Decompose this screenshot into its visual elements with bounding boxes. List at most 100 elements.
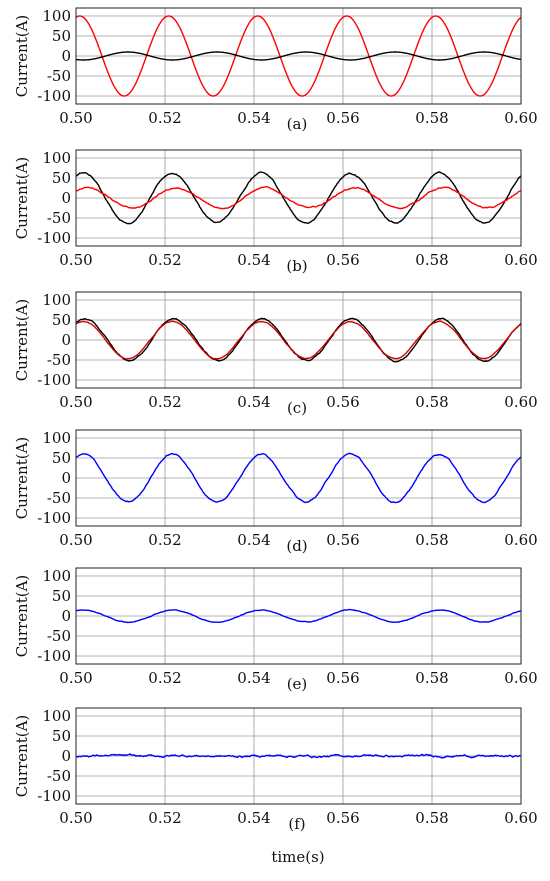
y-tick-label: 100	[42, 149, 71, 167]
series-line-2	[76, 186, 521, 210]
y-tick-label: -50	[47, 67, 71, 85]
x-tick-label: 0.56	[326, 669, 359, 687]
panel-e: 100 50 0 -50 -100 0.50 0.52 0.54 0.56 0.58 0.60 Cur…	[13, 567, 538, 693]
y-tick-label: 100	[42, 291, 71, 309]
x-axis-label: time(s)	[271, 848, 324, 866]
panel-a: 100 50 0 -50 -100 0.50 0.52 0.54 0.56 0.58 0.60 Cur…	[13, 7, 538, 133]
y-tick-label: 50	[52, 587, 71, 605]
x-tick-label: 0.54	[237, 531, 270, 549]
series-line-1	[76, 608, 521, 624]
panel-label: (d)	[286, 537, 307, 555]
x-tick-label: 0.60	[504, 109, 537, 127]
y-tick-label: 0	[61, 469, 71, 487]
x-tick-label: 0.60	[504, 809, 537, 827]
x-tick-label: 0.54	[237, 109, 270, 127]
x-tick-label: 0.50	[59, 251, 92, 269]
plot-frame	[75, 567, 522, 665]
plot-frame	[75, 707, 522, 805]
y-tick-label: -100	[37, 371, 71, 389]
x-tick-label: 0.60	[504, 393, 537, 411]
x-tick-label: 0.58	[415, 809, 448, 827]
x-tick-label: 0.50	[59, 109, 92, 127]
series-line-2	[76, 51, 521, 61]
y-tick-label: -100	[37, 509, 71, 527]
series-line-1	[76, 171, 521, 225]
y-tick-label: 50	[52, 311, 71, 329]
y-tick-label: -100	[37, 229, 71, 247]
x-tick-label: 0.56	[326, 251, 359, 269]
x-tick-label: 0.56	[326, 109, 359, 127]
x-tick-label: 0.54	[237, 393, 270, 411]
y-tick-label: 100	[42, 567, 71, 585]
y-tick-label: -50	[47, 627, 71, 645]
series-line-1	[76, 753, 521, 759]
x-tick-label: 0.58	[415, 109, 448, 127]
x-tick-label: 0.56	[326, 809, 359, 827]
x-tick-label: 0.50	[59, 531, 92, 549]
y-axis-label: Current(A)	[13, 575, 31, 658]
x-tick-label: 0.54	[237, 251, 270, 269]
x-tick-label: 0.52	[148, 531, 181, 549]
x-tick-label: 0.58	[415, 251, 448, 269]
series-line-1	[76, 15, 521, 97]
y-tick-label: 0	[61, 607, 71, 625]
panel-label: (a)	[287, 115, 308, 133]
x-tick-label: 0.60	[504, 251, 537, 269]
x-tick-label: 0.58	[415, 393, 448, 411]
x-tick-label: 0.56	[326, 531, 359, 549]
y-tick-label: 100	[42, 707, 71, 725]
x-tick-label: 0.58	[415, 531, 448, 549]
panel-f: 100 50 0 -50 -100 0.50 0.52 0.54 0.56 0.58 0.60 Cur…	[13, 707, 538, 866]
y-tick-label: -50	[47, 767, 71, 785]
y-axis-label: Current(A)	[13, 437, 31, 520]
panel-d: 100 50 0 -50 -100 0.50 0.52 0.54 0.56 0.58 0.60 Cur…	[13, 429, 538, 555]
x-tick-label: 0.54	[237, 809, 270, 827]
x-tick-label: 0.52	[148, 251, 181, 269]
y-tick-label: -100	[37, 647, 71, 665]
x-tick-label: 0.60	[504, 669, 537, 687]
y-axis-label: Current(A)	[13, 157, 31, 240]
y-tick-label: 100	[42, 429, 71, 447]
panel-label: (b)	[286, 257, 307, 275]
x-tick-label: 0.52	[148, 669, 181, 687]
panel-c: 100 50 0 -50 -100 0.50 0.52 0.54 0.56 0.58 0.60 Cur…	[13, 291, 538, 417]
y-tick-label: 100	[42, 7, 71, 25]
y-tick-label: 0	[61, 331, 71, 349]
y-tick-label: -50	[47, 489, 71, 507]
y-tick-label: 50	[52, 169, 71, 187]
y-tick-label: -50	[47, 351, 71, 369]
y-tick-label: -100	[37, 87, 71, 105]
series-line-2	[76, 320, 521, 360]
plot-frame	[75, 149, 522, 247]
y-tick-label: -100	[37, 787, 71, 805]
y-tick-label: 50	[52, 449, 71, 467]
x-tick-label: 0.58	[415, 669, 448, 687]
x-tick-label: 0.50	[59, 669, 92, 687]
x-tick-label: 0.50	[59, 393, 92, 411]
y-tick-label: 0	[61, 189, 71, 207]
panel-label: (f)	[288, 815, 305, 833]
plot-frame	[75, 7, 522, 105]
y-tick-label: 50	[52, 27, 71, 45]
y-tick-label: 50	[52, 727, 71, 745]
y-axis-label: Current(A)	[13, 15, 31, 98]
x-tick-label: 0.60	[504, 531, 537, 549]
x-tick-label: 0.52	[148, 809, 181, 827]
y-tick-label: -50	[47, 209, 71, 227]
panel-b: 100 50 0 -50 -100 0.50 0.52 0.54 0.56 0.58 0.60 Cur…	[13, 149, 538, 275]
y-tick-label: 0	[61, 747, 71, 765]
y-axis-label: Current(A)	[13, 299, 31, 382]
y-tick-label: 0	[61, 47, 71, 65]
series-line-1	[76, 452, 521, 504]
plot-frame	[75, 291, 522, 389]
plot-frame	[75, 429, 522, 527]
y-axis-label: Current(A)	[13, 715, 31, 798]
x-tick-label: 0.50	[59, 809, 92, 827]
x-tick-label: 0.56	[326, 393, 359, 411]
series-line-1	[76, 317, 521, 363]
x-tick-label: 0.52	[148, 109, 181, 127]
panel-label: (e)	[287, 675, 308, 693]
x-tick-label: 0.54	[237, 669, 270, 687]
panel-label: (c)	[287, 399, 307, 417]
